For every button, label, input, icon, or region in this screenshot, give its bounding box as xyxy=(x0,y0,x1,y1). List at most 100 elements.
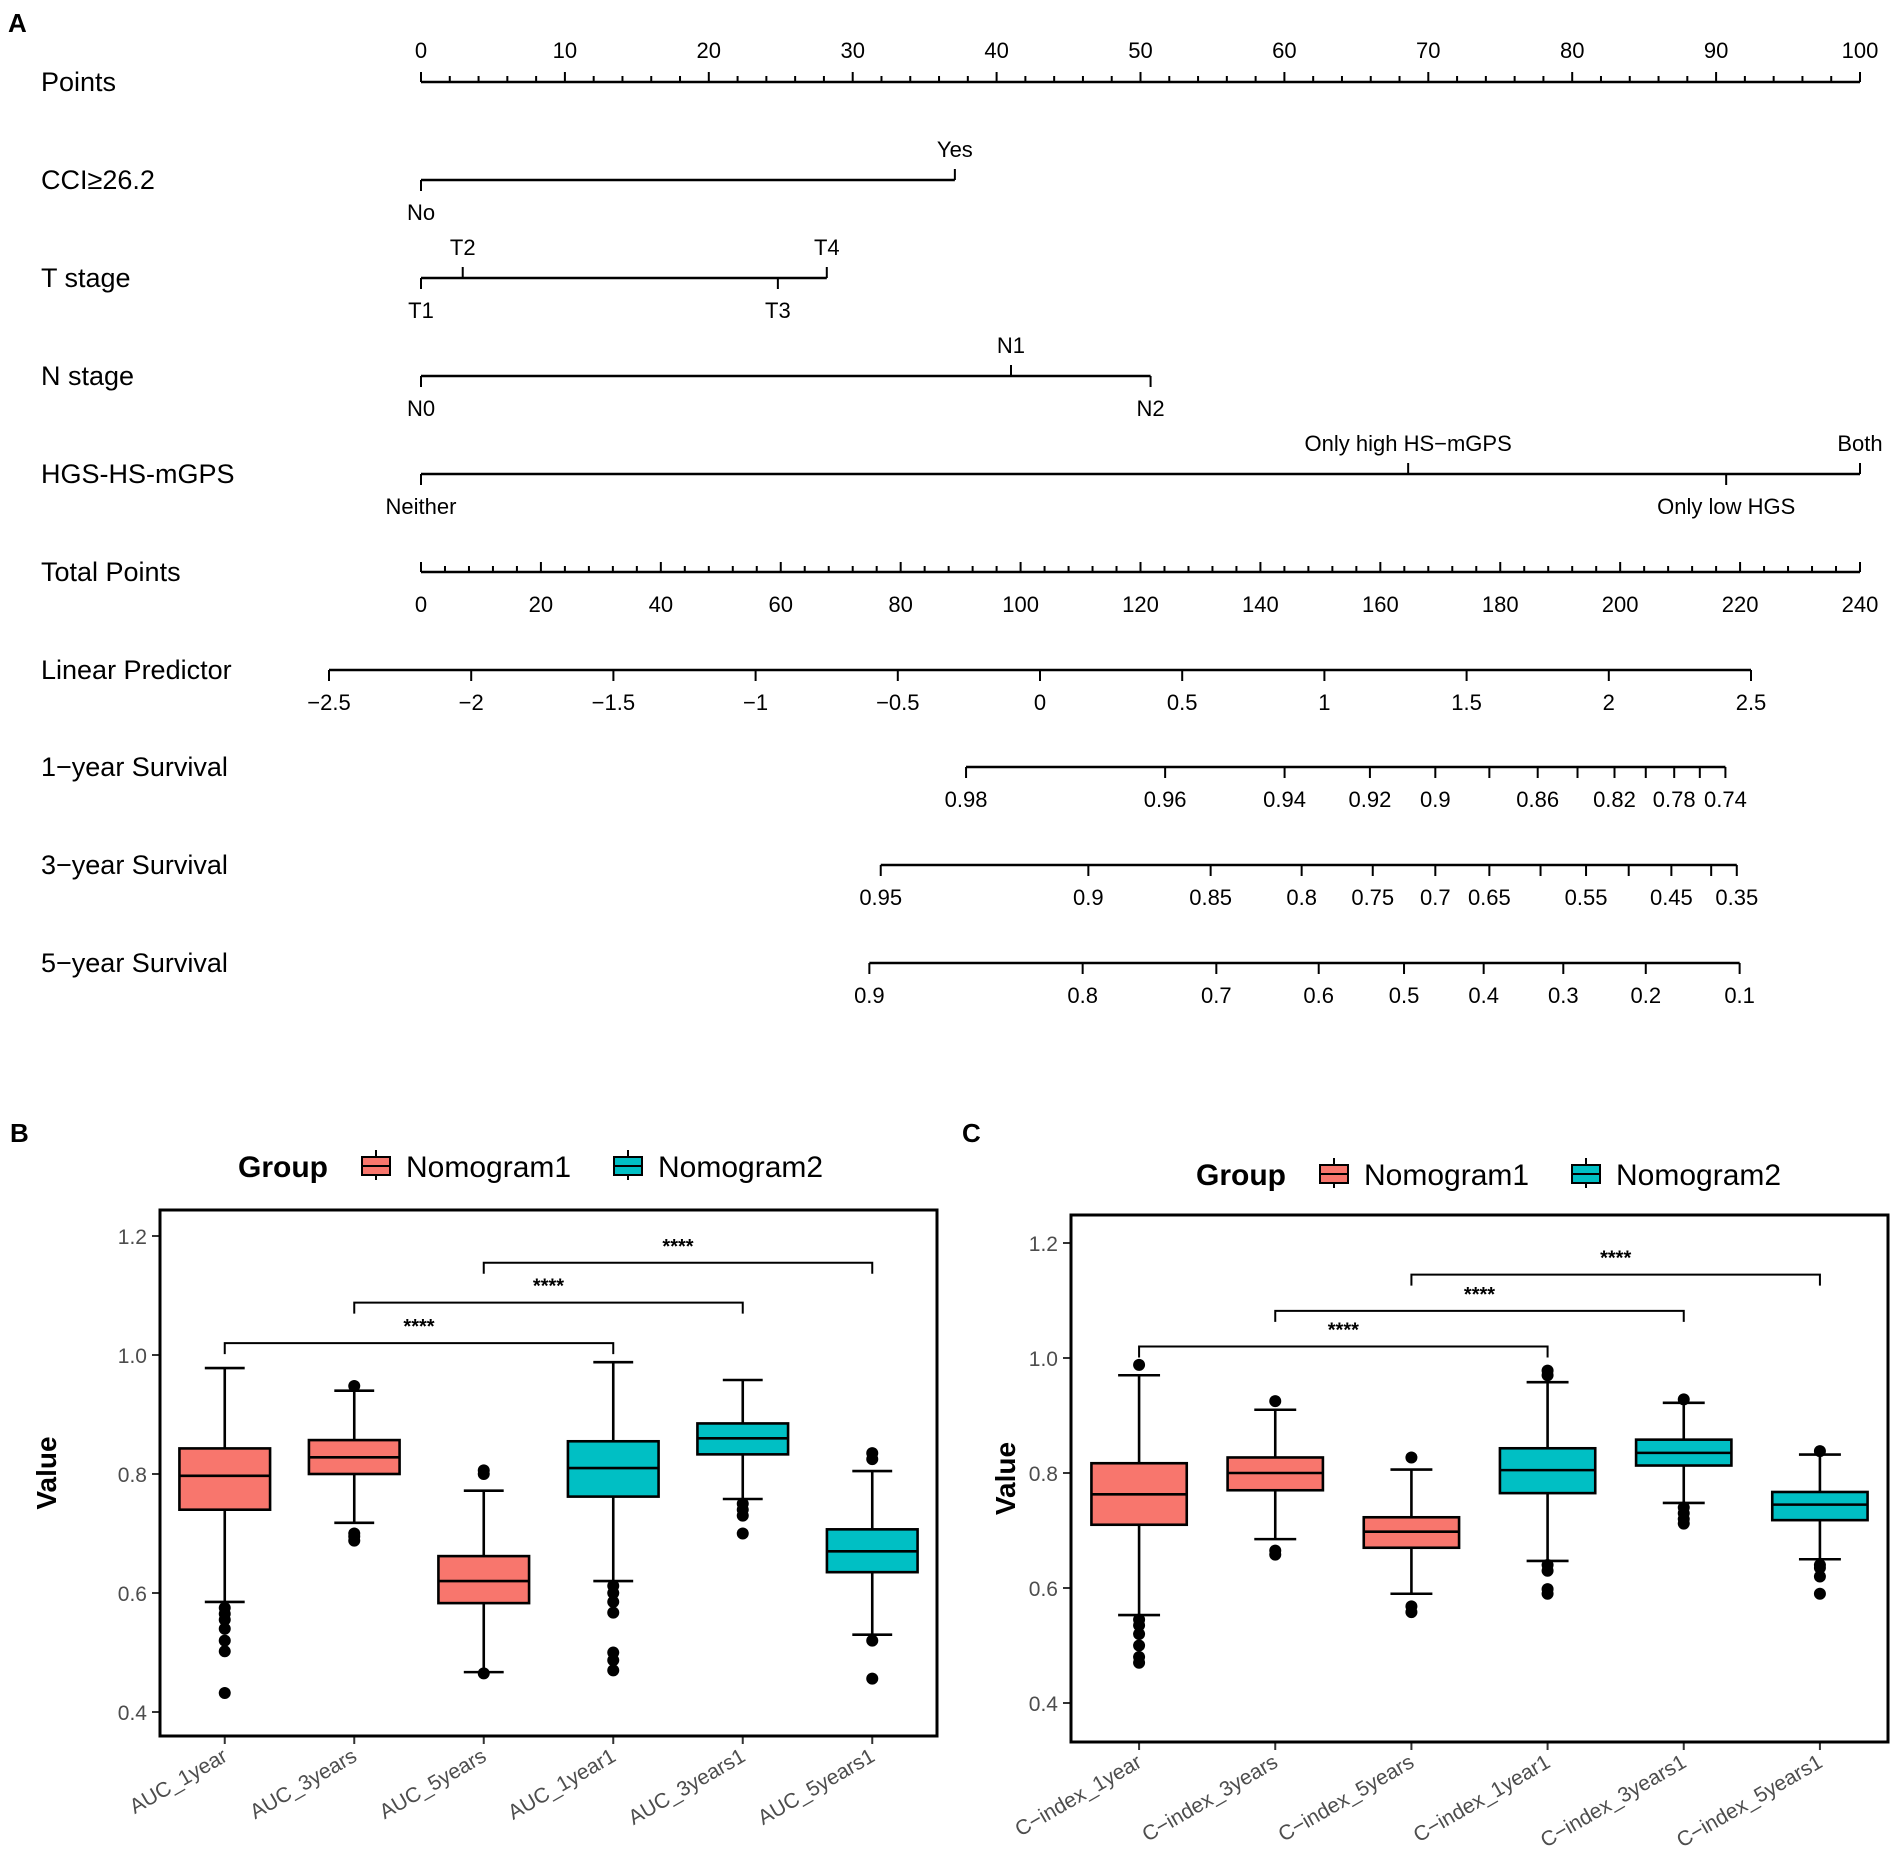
total-points-tick-label: 200 xyxy=(1602,592,1639,617)
legend-label-nomogram2: Nomogram2 xyxy=(1616,1159,1781,1192)
linear-predictor-tick-label: 2.5 xyxy=(1736,690,1767,715)
box-auc-1year1-outlier xyxy=(607,1664,620,1677)
significance-bracket xyxy=(223,1342,615,1355)
survival-3-year-tick-label: 0.9 xyxy=(1073,885,1104,910)
points-tick-label: 70 xyxy=(1416,38,1440,63)
significance-label: **** xyxy=(1600,1248,1631,1270)
total-points-tick-label: 0 xyxy=(415,592,427,617)
total-points-tick-label: 80 xyxy=(888,592,912,617)
total-points-tick-label: 180 xyxy=(1482,592,1519,617)
box-c-index-5years1-outlier xyxy=(1813,1559,1826,1571)
survival-5-year-tick-label: 0.8 xyxy=(1067,983,1098,1008)
linear-predictor-tick-label: −1.5 xyxy=(592,690,635,715)
box-auc-3years1-outlier xyxy=(736,1527,749,1540)
row-label-survival-1-year: 1−year Survival xyxy=(41,752,228,782)
significance-label: **** xyxy=(1328,1320,1359,1342)
row-label-survival-5-year: 5−year Survival xyxy=(41,948,228,978)
box-c-index-1year1-outlier xyxy=(1541,1364,1554,1377)
box-auc-1year-outlier xyxy=(218,1686,231,1699)
total-points-tick-label: 60 xyxy=(769,592,793,617)
survival-5-year-tick-label: 0.9 xyxy=(854,983,885,1008)
points-tick-label: 0 xyxy=(415,38,427,63)
y-tick-label: 0.4 xyxy=(1029,1693,1059,1716)
predictor-level-label: Only high HS−mGPS xyxy=(1305,431,1512,456)
linear-predictor-tick-label: −2 xyxy=(459,690,484,715)
points-tick-label: 10 xyxy=(553,38,577,63)
box-auc-1year1-outlier xyxy=(607,1579,620,1592)
y-tick-label: 1.0 xyxy=(1029,1348,1058,1371)
y-axis-label: Value xyxy=(990,1442,1021,1515)
points-tick-label: 20 xyxy=(697,38,721,63)
box-c-index-3years-outlier xyxy=(1269,1544,1282,1557)
box-c-index-3years1-outlier xyxy=(1677,1501,1690,1514)
predictor-level-label: No xyxy=(407,200,435,225)
significance-bracket xyxy=(353,1301,744,1314)
box-c-index-5years1-outlier xyxy=(1813,1445,1826,1458)
points-tick-label: 60 xyxy=(1272,38,1296,63)
linear-predictor-tick-label: 1 xyxy=(1318,690,1330,715)
box-c-index-5years1 xyxy=(1770,1490,1869,1522)
survival-3-year-tick-label: 0.35 xyxy=(1715,885,1758,910)
total-points-tick-label: 240 xyxy=(1842,592,1879,617)
box-auc-5years-outlier xyxy=(477,1464,490,1477)
box-auc-1year-outlier xyxy=(218,1622,231,1635)
box-c-index-3years-outlier xyxy=(1269,1395,1282,1408)
box-c-index-3years1-outlier xyxy=(1677,1393,1690,1406)
row-label-points: Points xyxy=(41,67,116,97)
significance-bracket xyxy=(1138,1345,1549,1358)
legend-title: Group xyxy=(238,1151,328,1184)
row-label-hgs-hs-mgps: HGS-HS-mGPS xyxy=(41,459,235,489)
predictor-level-label: T4 xyxy=(814,235,840,260)
row-label-t-stage: T stage xyxy=(41,263,131,293)
total-points-tick-label: 20 xyxy=(529,592,553,617)
y-tick-label: 1.2 xyxy=(1029,1233,1058,1256)
row-label-linear-predictor: Linear Predictor xyxy=(41,655,232,685)
survival-3-year-tick-label: 0.8 xyxy=(1286,885,1317,910)
box-c-index-5years-outlier xyxy=(1405,1451,1418,1464)
points-tick-label: 40 xyxy=(984,38,1008,63)
predictor-level-label: T3 xyxy=(765,298,791,323)
predictor-level-label: N1 xyxy=(997,333,1025,358)
survival-5-year-tick-label: 0.3 xyxy=(1548,983,1579,1008)
significance-label: **** xyxy=(1464,1284,1495,1306)
box-auc-3years-outlier xyxy=(348,1379,361,1392)
y-axis-label: Value xyxy=(31,1436,62,1509)
predictor-level-label: Neither xyxy=(386,494,457,519)
box-auc-1year1-outlier xyxy=(607,1606,620,1619)
survival-1-year-tick-label: 0.82 xyxy=(1593,787,1636,812)
row-label-total-points: Total Points xyxy=(41,557,181,587)
box-c-index-1year1-outlier xyxy=(1541,1583,1554,1596)
significance-bracket xyxy=(482,1261,874,1274)
survival-1-year-tick-label: 0.78 xyxy=(1653,787,1696,812)
survival-5-year-tick-label: 0.6 xyxy=(1303,983,1334,1008)
survival-3-year-tick-label: 0.65 xyxy=(1468,885,1511,910)
box-auc-3years1-outlier xyxy=(736,1497,749,1510)
survival-1-year-tick-label: 0.74 xyxy=(1704,787,1747,812)
box-auc-1year xyxy=(178,1447,272,1512)
linear-predictor-tick-label: 0.5 xyxy=(1167,690,1198,715)
plot-frame-c xyxy=(1069,1213,1890,1744)
points-tick-label: 90 xyxy=(1704,38,1728,63)
box-c-index-1year-outlier xyxy=(1133,1613,1146,1626)
predictor-level-label: T2 xyxy=(450,235,476,260)
row-label-survival-3-year: 3−year Survival xyxy=(41,850,228,880)
survival-3-year-tick-label: 0.75 xyxy=(1351,885,1394,910)
survival-5-year-tick-label: 0.5 xyxy=(1389,983,1420,1008)
box-c-index-1year-outlier xyxy=(1133,1628,1146,1640)
points-tick-label: 50 xyxy=(1128,38,1152,63)
survival-1-year-tick-label: 0.96 xyxy=(1144,787,1187,812)
survival-3-year-tick-label: 0.7 xyxy=(1420,885,1451,910)
significance-label: **** xyxy=(533,1276,564,1298)
legend-label-nomogram1: Nomogram1 xyxy=(406,1151,571,1184)
total-points-tick-label: 40 xyxy=(649,592,673,617)
box-auc-1year-outlier xyxy=(218,1601,231,1614)
survival-5-year-tick-label: 0.7 xyxy=(1201,983,1232,1008)
predictor-level-label: Yes xyxy=(937,137,973,162)
box-c-index-5years1-outlier xyxy=(1813,1587,1826,1600)
row-label-cci-26-2: CCI≥26.2 xyxy=(41,165,155,195)
significance-label: **** xyxy=(403,1316,434,1338)
points-tick-label: 30 xyxy=(840,38,864,63)
survival-1-year-tick-label: 0.94 xyxy=(1263,787,1306,812)
linear-predictor-tick-label: 0 xyxy=(1034,690,1046,715)
